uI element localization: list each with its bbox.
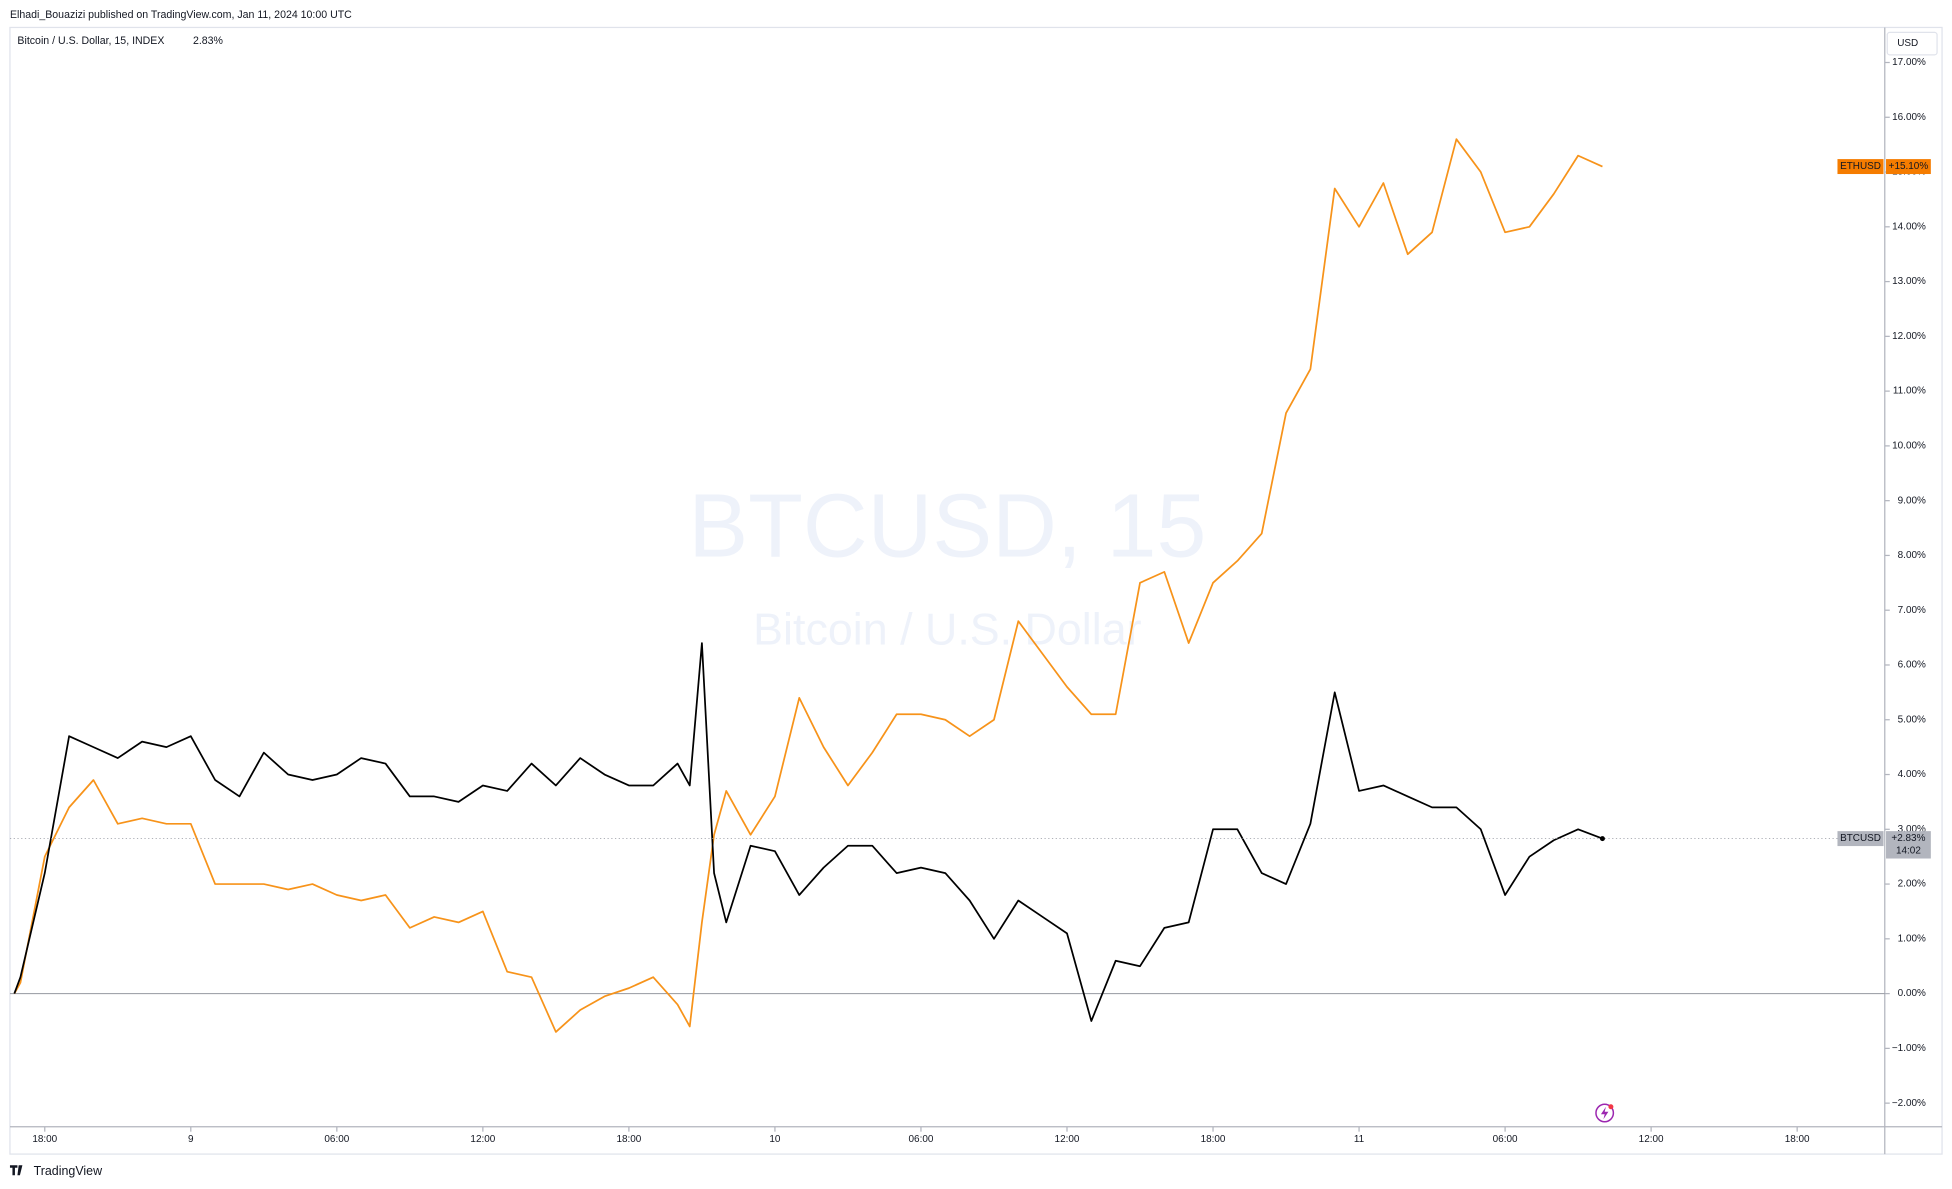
y-tick-label: 11.00% (1893, 386, 1926, 397)
series-tag-label: BTCUSD (1840, 833, 1881, 844)
series-line (13, 642, 1603, 1022)
y-tick-label: 14.00% (1892, 221, 1926, 232)
series-value-label: +2.83% (1891, 833, 1925, 844)
x-tick-label: 18:00 (32, 1134, 57, 1145)
legend-title: Bitcoin / U.S. Dollar, 15, INDEX (17, 35, 164, 47)
x-tick-label: 10 (769, 1134, 781, 1145)
logo (9, 1165, 23, 1176)
y-tick-label: 13.00% (1892, 276, 1926, 287)
x-tick-label: 18:00 (1785, 1134, 1810, 1145)
countdown: 14:02 (1896, 846, 1921, 857)
x-tick-label: 06:00 (324, 1134, 349, 1145)
y-tick-label: 10.00% (1892, 441, 1926, 452)
flash-icon (1595, 1103, 1615, 1123)
y-tick-label: −2.00% (1892, 1098, 1926, 1109)
y-tick-label: −1.00% (1892, 1043, 1926, 1054)
y-tick-label: 8.00% (1898, 550, 1926, 561)
x-tick-label: 06:00 (1493, 1134, 1518, 1145)
y-tick-label: 6.00% (1898, 660, 1926, 671)
y-tick-label: 4.00% (1898, 769, 1926, 780)
series-value-tag (1886, 159, 1931, 175)
y-tick-label: 3.00% (1898, 824, 1926, 835)
watermark-subtitle: Bitcoin / U.S. Dollar (753, 604, 1141, 654)
series-tag (1837, 831, 1884, 847)
header: Elhadi_Bouazizi published on TradingView… (10, 9, 352, 21)
y-tick-label: 0.00% (1898, 988, 1926, 999)
y-tick-label: 12.00% (1892, 331, 1926, 342)
x-tick-label: 12:00 (1639, 1134, 1664, 1145)
series-line (13, 138, 1603, 1033)
series-tag-label: ETHUSD (1840, 161, 1881, 172)
last-point (1599, 836, 1605, 842)
y-tick-label: 9.00% (1898, 495, 1926, 506)
currency: USD (1897, 38, 1918, 49)
series-value-tag (1886, 831, 1931, 859)
x-tick-label: 18:00 (616, 1134, 641, 1145)
series-value-label: +15.10% (1889, 161, 1929, 172)
y-tick-label: 7.00% (1898, 605, 1926, 616)
frame (9, 26, 1943, 1155)
y-tick-label: 5.00% (1898, 714, 1926, 725)
series-tag (1837, 159, 1884, 175)
legend-value: 2.83% (193, 35, 224, 47)
x-tick-label: 11 (1354, 1134, 1365, 1145)
y-tick-label: 17.00% (1892, 57, 1926, 68)
y-tick-label: 1.00% (1898, 933, 1926, 944)
watermark: BTCUSD, 15 (688, 476, 1206, 576)
x-tick-label: 9 (188, 1134, 194, 1145)
x-tick-label: 12:00 (1055, 1134, 1080, 1145)
x-tick-label: 18:00 (1201, 1134, 1226, 1145)
currency-box (1886, 31, 1938, 56)
x-tick-label: 06:00 (909, 1134, 934, 1145)
y-tick-label: 16.00% (1892, 112, 1926, 123)
footer: TradingView (34, 1164, 103, 1178)
y-tick-label: 2.00% (1898, 879, 1926, 890)
x-tick-label: 12:00 (470, 1134, 495, 1145)
